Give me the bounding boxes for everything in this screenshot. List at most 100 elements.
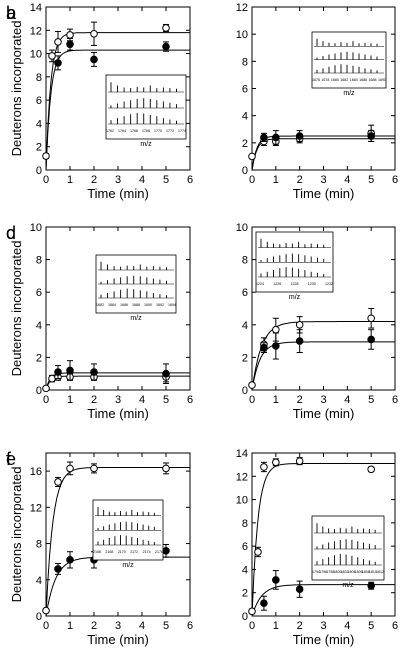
x-tick-label: 6 xyxy=(392,620,398,632)
inset-tick-label: 1686 xyxy=(120,303,128,307)
y-tick-label: 6 xyxy=(36,287,42,299)
y-tick-label: 4 xyxy=(36,118,42,130)
x-tick-label: 1 xyxy=(273,620,279,632)
inset-axis-label: m/z xyxy=(342,582,354,589)
y-tick-label: 10 xyxy=(30,49,42,61)
x-tick-label: 5 xyxy=(368,394,374,406)
inset-tick-label: 2168 xyxy=(105,550,113,554)
inset-tick-label: 1808 xyxy=(362,570,370,574)
ms-inset: 1762 1764 1766 1768 1770 1772 1774 m/z xyxy=(105,74,187,148)
data-point-filled xyxy=(54,368,62,376)
y-tick-label: 6 xyxy=(242,541,248,553)
inset-tick-label: 1806 xyxy=(355,570,363,574)
data-point-filled xyxy=(272,576,280,584)
ms-inset: 1224 1226 1228 1230 1232 m/z xyxy=(255,231,334,301)
inset-tick-label: 1796 xyxy=(319,570,327,574)
x-tick-label: 2 xyxy=(91,394,97,406)
fit-curve xyxy=(45,556,190,617)
inset-frame xyxy=(311,31,387,89)
inset-tick-label: 1232 xyxy=(325,282,333,286)
inset-tick-label: 1768 xyxy=(142,129,150,133)
x-tick-label: 0 xyxy=(43,394,49,406)
y-tick-label: 10 xyxy=(30,222,42,234)
data-point-filled xyxy=(66,366,74,375)
y-tick-label: 16 xyxy=(30,466,42,478)
x-axis-label: Time (min) xyxy=(87,186,149,201)
inset-tick-label: 1802 xyxy=(340,570,348,574)
data-point-open xyxy=(260,463,268,471)
panel-c: c 0 1 2 3 4 5 6 0 2 4 6 8 10 Time (min) Deuterons incor… xyxy=(6,222,193,421)
y-tick-label: 14 xyxy=(236,448,248,460)
inset-tick-label: 1684 xyxy=(350,78,358,82)
x-tick-label: 6 xyxy=(187,394,193,406)
data-point-open xyxy=(295,321,304,329)
inset-axis-label: m/z xyxy=(130,315,142,322)
x-axis-label: Time (min) xyxy=(293,406,355,421)
y-tick-label: 8 xyxy=(36,72,42,84)
inset-tick-label: 1226 xyxy=(273,282,281,286)
inset-tick-label: 1682 xyxy=(340,78,348,82)
data-point-filled xyxy=(272,133,280,142)
data-point-open xyxy=(42,606,50,615)
y-tick-label: 6 xyxy=(242,287,248,299)
y-tick-label: 12 xyxy=(236,2,248,14)
y-tick-label: 0 xyxy=(36,165,42,177)
panel-label: c xyxy=(6,223,15,243)
inset-tick-label: 1678 xyxy=(321,78,329,82)
inset-tick-label: 1810 xyxy=(369,570,377,574)
x-tick-label: 1 xyxy=(67,620,73,632)
x-axis-label: Time (min) xyxy=(87,406,149,421)
y-tick-label: 12 xyxy=(30,25,42,37)
y-tick-label: 0 xyxy=(242,611,248,623)
panel-label: f xyxy=(6,449,12,469)
x-tick-label: 6 xyxy=(187,620,193,632)
y-tick-label: 4 xyxy=(242,111,248,123)
y-tick-label: 0 xyxy=(36,385,42,397)
y-tick-label: 10 xyxy=(236,29,248,41)
inset-tick-label: 1690 xyxy=(144,303,152,307)
x-tick-label: 3 xyxy=(115,174,121,186)
y-tick-label: 0 xyxy=(242,165,248,177)
x-tick-label: 0 xyxy=(249,394,255,406)
data-point-filled xyxy=(66,556,74,564)
x-tick-label: 3 xyxy=(115,394,121,406)
inset-tick-label: 1812 xyxy=(376,570,384,574)
x-tick-label: 1 xyxy=(273,174,279,186)
ms-inset: 1676 1678 1680 1682 1684 1686 1688 1690 m/z xyxy=(311,31,387,97)
inset-frame xyxy=(255,231,334,293)
x-tick-label: 5 xyxy=(368,620,374,632)
x-tick-label: 4 xyxy=(344,620,350,632)
x-tick-label: 6 xyxy=(392,174,398,186)
inset-tick-label: 1224 xyxy=(256,282,264,286)
x-tick-label: 2 xyxy=(91,174,97,186)
data-point-filled xyxy=(295,585,304,594)
inset-tick-label: 1680 xyxy=(331,78,339,82)
data-point-open xyxy=(295,457,304,465)
y-tick-label: 8 xyxy=(242,518,248,530)
data-point-filled xyxy=(162,369,170,378)
data-point-filled xyxy=(54,565,62,573)
y-tick-label: 14 xyxy=(30,2,42,14)
inset-tick-label: 1804 xyxy=(348,570,356,574)
data-point-open xyxy=(162,24,170,32)
data-point-filled xyxy=(260,599,268,607)
data-point-filled xyxy=(260,133,268,142)
inset-tick-label: 1694 xyxy=(168,303,176,307)
y-tick-label: 6 xyxy=(242,84,248,96)
data-point-filled xyxy=(295,337,304,345)
y-tick-label: 10 xyxy=(236,495,248,507)
ms-inset: 2166 2168 2170 2172 2174 2176 m/z xyxy=(92,499,164,569)
x-tick-label: 5 xyxy=(163,394,169,406)
inset-tick-label: 1766 xyxy=(130,129,138,133)
x-tick-label: 2 xyxy=(297,394,303,406)
y-tick-label: 4 xyxy=(242,320,248,332)
y-tick-label: 4 xyxy=(242,564,248,576)
y-tick-label: 6 xyxy=(36,95,42,107)
inset-tick-label: 1770 xyxy=(154,129,162,133)
y-tick-label: 2 xyxy=(242,352,248,364)
inset-frame xyxy=(105,74,187,140)
inset-axis-label: m/z xyxy=(140,141,152,148)
data-point-filled xyxy=(295,132,304,140)
